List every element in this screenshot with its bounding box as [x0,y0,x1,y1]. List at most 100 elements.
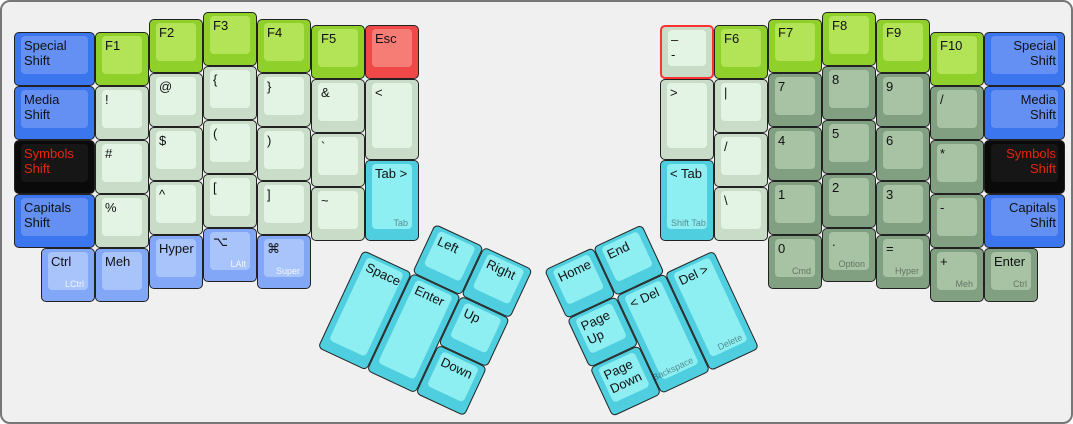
key-label: ( [213,126,218,141]
key-num-5[interactable]: 5 [822,120,876,174]
key-shift-tab[interactable]: < Tab Shift Tab [660,160,714,241]
key-ampersand[interactable]: & [311,79,365,133]
key-enter-right[interactable]: Enter Ctrl [984,248,1038,302]
key-exclamation[interactable]: ! [95,86,149,140]
key-label: F8 [832,18,848,33]
keycap-surface [775,23,815,61]
key-symbols-shift-left[interactable]: Symbols Shift [14,140,95,194]
key-numpad-slash[interactable]: / [930,86,984,140]
key-label: Symbols Shift [24,146,74,176]
key-f2[interactable]: F2 [149,19,203,73]
key-f6[interactable]: F6 [714,25,768,79]
key-meh-left[interactable]: Meh [95,248,149,302]
key-media-shift-right[interactable]: Media Shift [984,86,1065,140]
key-f4[interactable]: F4 [257,19,311,73]
key-dollar[interactable]: $ [149,127,203,181]
key-sublabel: LAlt [230,259,246,269]
keycap-surface [318,137,358,175]
key-label: F10 [940,38,963,53]
key-paren-open[interactable]: ( [203,120,257,174]
keycap-surface [318,83,358,121]
key-slash[interactable]: / [714,133,768,187]
key-sublabel: Cmd [791,266,811,276]
key-paren-close[interactable]: ) [257,127,311,181]
key-label: Capitals Shift [1009,200,1056,230]
key-bracket-close[interactable]: ] [257,181,311,235]
key-f8[interactable]: F8 [822,12,876,66]
key-label: 0 [778,241,786,256]
key-minus[interactable]: - [930,194,984,248]
keycap-surface [829,16,869,54]
keycap-surface [937,36,977,74]
keycap-surface [883,185,923,223]
key-symbols-shift-right[interactable]: Symbols Shift [984,140,1065,194]
keycap-surface [318,191,358,229]
key-f3[interactable]: F3 [203,12,257,66]
key-label: Special Shift [24,38,67,68]
key-f10[interactable]: F10 [930,32,984,86]
key-backtick[interactable]: ` [311,133,365,187]
key-special-shift-right[interactable]: Special Shift [984,32,1065,86]
key-num-3[interactable]: 3 [876,181,930,235]
key-lalt[interactable]: ⌥ LAlt [203,228,257,282]
key-brace-open[interactable]: { [203,66,257,120]
key-num-1[interactable]: 1 [768,181,822,235]
key-num-4[interactable]: 4 [768,127,822,181]
keycap-surface [991,198,1058,236]
key-f5[interactable]: F5 [311,25,365,79]
key-hyper-left[interactable]: Hyper [149,235,203,289]
key-super[interactable]: ⌘ Super [257,235,311,289]
keycap-surface [210,178,250,216]
keycap-surface [372,164,412,229]
key-backslash[interactable]: \ [714,187,768,241]
key-media-shift-left[interactable]: Media Shift [14,86,95,140]
key-f7[interactable]: F7 [768,19,822,73]
keycap-surface [156,185,196,223]
key-capitals-shift-right[interactable]: Capitals Shift [984,194,1065,248]
key-num-7[interactable]: 7 [768,73,822,127]
key-label: F6 [724,31,740,46]
key-tilde[interactable]: ~ [311,187,365,241]
key-num-6[interactable]: 6 [876,127,930,181]
key-hash[interactable]: # [95,140,149,194]
key-tab[interactable]: Tab > Tab [365,160,419,241]
key-f1[interactable]: F1 [95,32,149,86]
key-asterisk[interactable]: * [930,140,984,194]
key-bracket-open[interactable]: [ [203,174,257,228]
key-label: } [267,79,272,94]
key-num-9[interactable]: 9 [876,73,930,127]
key-pipe[interactable]: | [714,79,768,133]
key-sublabel: LCtrl [64,279,84,289]
key-at-sign[interactable]: @ [149,73,203,127]
key-brace-close[interactable]: } [257,73,311,127]
key-caret[interactable]: ^ [149,181,203,235]
key-period[interactable]: . Option [822,228,876,282]
key-capitals-shift-left[interactable]: Capitals Shift [14,194,95,248]
key-special-shift-left[interactable]: Special Shift [14,32,95,86]
key-equals[interactable]: = Hyper [876,235,930,289]
key-plus[interactable]: + Meh [930,248,984,302]
key-f9[interactable]: F9 [876,19,930,73]
key-label: F1 [105,38,121,53]
key-label: Symbols Shift [1006,146,1056,176]
key-label: 3 [886,187,894,202]
keycap-surface [264,77,304,115]
key-label: # [105,146,113,161]
key-label: / [724,139,728,154]
key-num-0[interactable]: 0 Cmd [768,235,822,289]
key-label: F2 [159,25,175,40]
key-label: @ [159,79,173,94]
key-label: ^ [159,187,166,202]
key-num-8[interactable]: 8 [822,66,876,120]
key-label: Meh [105,254,131,269]
key-greater-than[interactable]: > [660,79,714,160]
key-num-2[interactable]: 2 [822,174,876,228]
keycap-surface [264,23,304,61]
key-percent[interactable]: % [95,194,149,248]
key-less-than[interactable]: < [365,79,419,160]
key-label: [ [213,180,217,195]
key-lctrl[interactable]: Ctrl LCtrl [41,248,95,302]
key-esc[interactable]: Esc [365,25,419,79]
key-dash[interactable]: – - [660,25,714,79]
keycap-surface [991,90,1058,128]
